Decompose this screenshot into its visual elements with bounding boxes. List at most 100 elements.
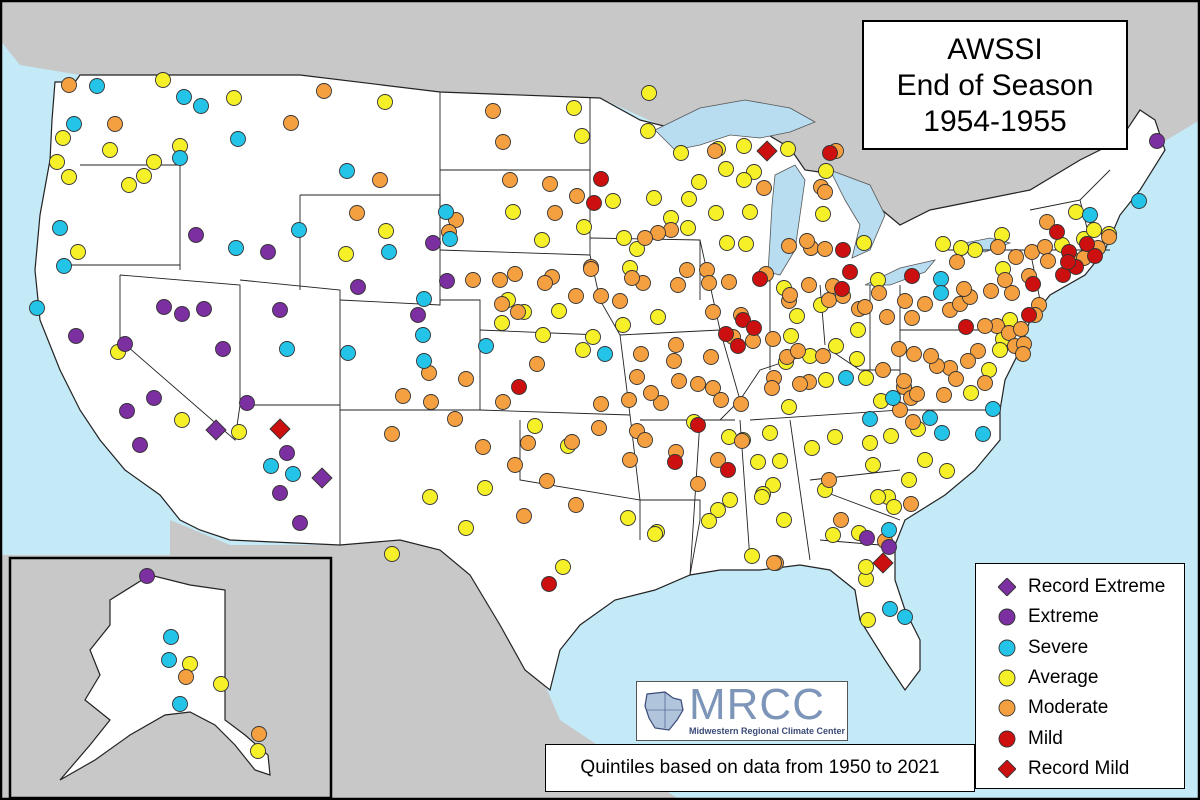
station-marker-moderate [1040, 253, 1056, 269]
station-marker-extreme [119, 403, 135, 419]
station-marker-average [736, 138, 752, 154]
station-marker-moderate [977, 318, 993, 334]
station-marker-severe [285, 466, 301, 482]
alaska-land [59, 574, 271, 781]
station-marker-mild [511, 379, 527, 395]
station-marker-moderate [690, 476, 706, 492]
station-marker-average [551, 303, 567, 319]
station-marker-average [121, 177, 137, 193]
station-marker-mild [834, 281, 850, 297]
station-marker-average [860, 612, 876, 628]
station-marker-moderate [542, 176, 558, 192]
station-marker-moderate [1015, 346, 1031, 362]
station-marker-average [708, 205, 724, 221]
station-marker-moderate [670, 277, 686, 293]
station-marker-mild [904, 268, 920, 284]
station-marker-severe [597, 346, 613, 362]
station-marker-average [939, 463, 955, 479]
station-marker-average [615, 317, 631, 333]
station-marker-moderate [891, 341, 907, 357]
station-marker-average [901, 472, 917, 488]
station-marker-severe [1082, 207, 1098, 223]
station-marker-moderate [666, 353, 682, 369]
station-marker-average [935, 236, 951, 252]
station-marker-average [992, 342, 1008, 358]
station-marker-moderate [568, 288, 584, 304]
station-marker-average [691, 174, 707, 190]
station-marker-severe [228, 240, 244, 256]
station-marker-average [804, 440, 820, 456]
station-marker-moderate [593, 396, 609, 412]
station-marker-severe [230, 131, 246, 147]
station-marker-severe [885, 390, 901, 406]
station-markers [29, 72, 1165, 759]
station-marker-average [566, 100, 582, 116]
station-marker-average [378, 223, 394, 239]
station-marker-extreme [881, 539, 897, 555]
station-marker-average [780, 141, 796, 157]
station-marker-moderate [624, 270, 640, 286]
station-marker-extreme [239, 395, 255, 411]
station-marker-extreme [272, 485, 288, 501]
station-marker-average [718, 161, 734, 177]
mrcc-logo: MRCC Midwestern Regional Climate Center [636, 680, 848, 741]
station-marker-mild [1079, 236, 1095, 252]
station-marker-moderate [475, 439, 491, 455]
station-marker-extreme [350, 279, 366, 295]
station-marker-extreme [260, 244, 276, 260]
station-marker-moderate [520, 435, 536, 451]
station-marker-moderate [629, 369, 645, 385]
station-marker-moderate [756, 180, 772, 196]
station-marker-average [576, 219, 592, 235]
legend: Record Extreme Extreme Severe Average Modera… [975, 563, 1185, 789]
station-marker-moderate [495, 134, 511, 150]
station-marker-severe [897, 609, 913, 625]
station-marker-severe [52, 220, 68, 236]
station-marker-average [744, 548, 760, 564]
legend-label: Moderate [1028, 697, 1109, 719]
station-marker-moderate [817, 184, 833, 200]
station-marker-moderate [766, 555, 782, 571]
station-marker-moderate [643, 385, 659, 401]
circle-icon [998, 699, 1016, 717]
station-marker-average [789, 308, 805, 324]
station-marker-moderate [821, 472, 837, 488]
station-marker-moderate [990, 239, 1006, 255]
station-marker-moderate [909, 386, 925, 402]
station-marker-moderate [833, 512, 849, 528]
station-marker-average [1086, 222, 1102, 238]
station-marker-average [750, 454, 766, 470]
station-marker-average [953, 240, 969, 256]
station-marker-severe [29, 300, 45, 316]
lake-huron [829, 169, 886, 259]
station-marker-moderate [733, 396, 749, 412]
station-marker-moderate [510, 304, 526, 320]
station-marker-average [680, 220, 696, 236]
station-marker-moderate [892, 402, 908, 418]
station-marker-average [174, 412, 190, 428]
station-marker-severe [975, 426, 991, 442]
station-marker-moderate [896, 373, 912, 389]
station-marker-moderate [612, 293, 628, 309]
station-marker-mild [822, 145, 838, 161]
station-marker-average [70, 244, 86, 260]
station-marker-moderate [906, 346, 922, 362]
station-marker-moderate [734, 433, 750, 449]
station-marker-average [620, 510, 636, 526]
station-marker-severe [66, 116, 82, 132]
station-marker-moderate [622, 452, 638, 468]
circle-icon [998, 639, 1016, 657]
station-marker-extreme [174, 306, 190, 322]
station-marker-severe [291, 222, 307, 238]
station-marker-moderate [668, 337, 684, 353]
station-marker-average [762, 425, 778, 441]
station-marker-moderate [699, 262, 715, 278]
mrcc-logo-subtitle: Midwestern Regional Climate Center [689, 726, 846, 736]
station-marker-moderate [61, 77, 77, 93]
station-marker-average [722, 492, 738, 508]
quintile-note: Quintiles based on data from 1950 to 202… [545, 744, 975, 792]
station-marker-severe [881, 522, 897, 538]
station-marker-average [226, 90, 242, 106]
station-marker-average [641, 85, 657, 101]
station-marker-average [827, 429, 843, 445]
